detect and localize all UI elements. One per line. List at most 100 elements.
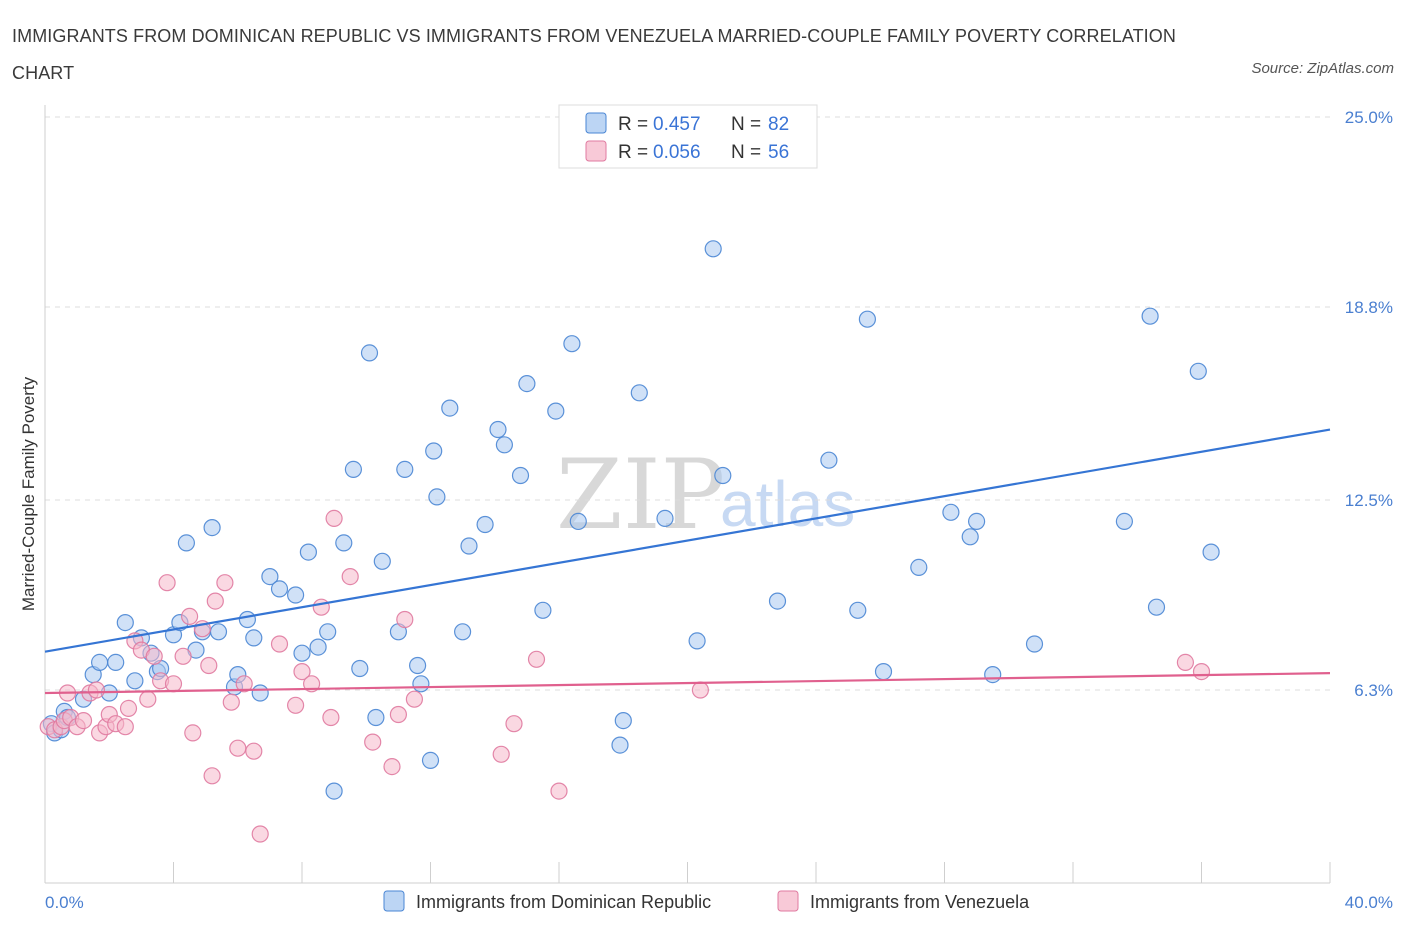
point-venezuela-27 [200,656,218,675]
point-dominican-47 [425,442,443,460]
point-dominican-74 [942,503,960,521]
point-dominican-73 [910,558,928,577]
point-dominican-26 [245,629,263,647]
point-venezuela-47 [396,610,414,629]
point-venezuela-34 [245,742,263,760]
point-dominican-27 [251,684,269,702]
point-dominican-70 [849,601,867,619]
point-dominican-63 [630,384,648,402]
y-tick-labels: 6.3% 12.5% 18.8% 25.0% [1345,108,1393,700]
point-dominican-32 [299,543,317,561]
point-dominican-43 [396,460,414,478]
legend-r-value-1: 0.457 [653,114,701,135]
point-venezuela-37 [287,696,305,714]
point-dominican-59 [563,335,581,353]
point-dominican-41 [373,552,391,570]
point-dominican-53 [489,420,507,439]
point-dominican-78 [1025,635,1044,653]
point-dominican-49 [441,399,459,417]
y-tick-label-3: 25.0% [1345,108,1393,127]
trend-line-venezuela [44,672,1331,695]
point-dominican-11 [126,672,144,690]
point-venezuela-14 [116,718,134,736]
point-dominican-39 [360,344,379,362]
point-dominican-28 [261,567,279,586]
point-venezuela-18 [139,690,157,708]
legend-r-label-1: R = [618,114,648,135]
point-dominican-83 [1202,543,1220,561]
point-venezuela-48 [405,690,423,708]
point-dominican-29 [270,580,289,598]
point-venezuela-45 [383,757,401,776]
point-dominican-44 [409,656,427,675]
point-dominican-72 [874,662,893,681]
point-dominican-52 [476,515,494,534]
legend-n-label-1: N = [731,114,761,135]
point-venezuela-30 [216,574,234,592]
point-dominican-36 [335,534,353,552]
point-dominican-58 [547,402,565,420]
point-venezuela-25 [184,724,202,742]
x-tick-label-min: 0.0% [45,893,84,912]
point-dominican-25 [238,610,256,629]
point-dominican-79 [1115,512,1134,531]
point-dominican-56 [518,375,536,393]
point-dominican-71 [858,310,877,328]
legend-n-label-2: N = [731,142,761,163]
point-venezuela-22 [164,675,183,693]
watermark-zip: ZIP [556,439,725,551]
point-dominican-77 [984,665,1002,684]
point-venezuela-21 [158,574,176,592]
point-dominican-57 [534,601,552,619]
point-dominican-81 [1147,598,1166,616]
series-legend: Immigrants from Dominican Republic Immig… [383,890,1030,912]
point-dominican-33 [309,638,327,656]
point-venezuela-53 [691,681,710,699]
point-venezuela-51 [527,650,546,668]
point-dominican-10 [116,613,134,632]
point-dominican-45 [412,675,430,693]
point-dominican-82 [1189,362,1207,380]
point-dominican-9 [107,653,125,672]
point-venezuela-41 [322,708,340,727]
point-dominican-75 [961,528,979,546]
point-venezuela-55 [1192,662,1211,681]
point-dominican-22 [209,623,228,641]
x-tick-label-max: 40.0% [1345,893,1393,912]
point-venezuela-23 [174,647,192,665]
point-dominican-37 [344,460,362,478]
point-venezuela-42 [325,509,343,528]
point-dominican-61 [611,736,629,754]
point-venezuela-54 [1176,653,1195,672]
bottom-legend-swatch-venezuela [777,890,799,912]
point-venezuela-38 [293,662,311,681]
bottom-legend-swatch-dominican [383,890,405,912]
y-tick-label-0: 6.3% [1354,681,1393,700]
point-venezuela-31 [222,693,240,711]
legend-n-value-1: 82 [768,114,789,135]
point-dominican-34 [319,623,337,641]
series-dominican-points [42,240,1220,800]
point-venezuela-44 [364,733,382,751]
bottom-legend-label-venezuela: Immigrants from Venezuela [810,892,1030,912]
point-dominican-66 [704,240,722,258]
point-venezuela-9 [87,681,106,699]
y-axis-label: Married-Couple Family Poverty [19,376,38,611]
point-dominican-62 [614,711,632,730]
point-dominican-60 [569,512,587,531]
point-dominican-64 [656,509,674,528]
point-dominican-54 [495,436,513,454]
legend-r-value-2: 0.056 [653,142,701,163]
point-dominican-40 [367,708,385,727]
legend-r-label-2: R = [618,142,648,163]
point-dominican-69 [820,451,838,469]
point-dominican-21 [203,518,221,537]
watermark-atlas: atlas [720,468,855,540]
correlation-legend: R = 0.457 N = 82 R = 0.056 N = 56 [558,104,818,169]
point-venezuela-28 [203,767,221,785]
point-venezuela-50 [505,715,523,733]
point-dominican-35 [325,782,343,800]
series-venezuela-points [39,509,1211,843]
point-dominican-55 [511,466,530,485]
